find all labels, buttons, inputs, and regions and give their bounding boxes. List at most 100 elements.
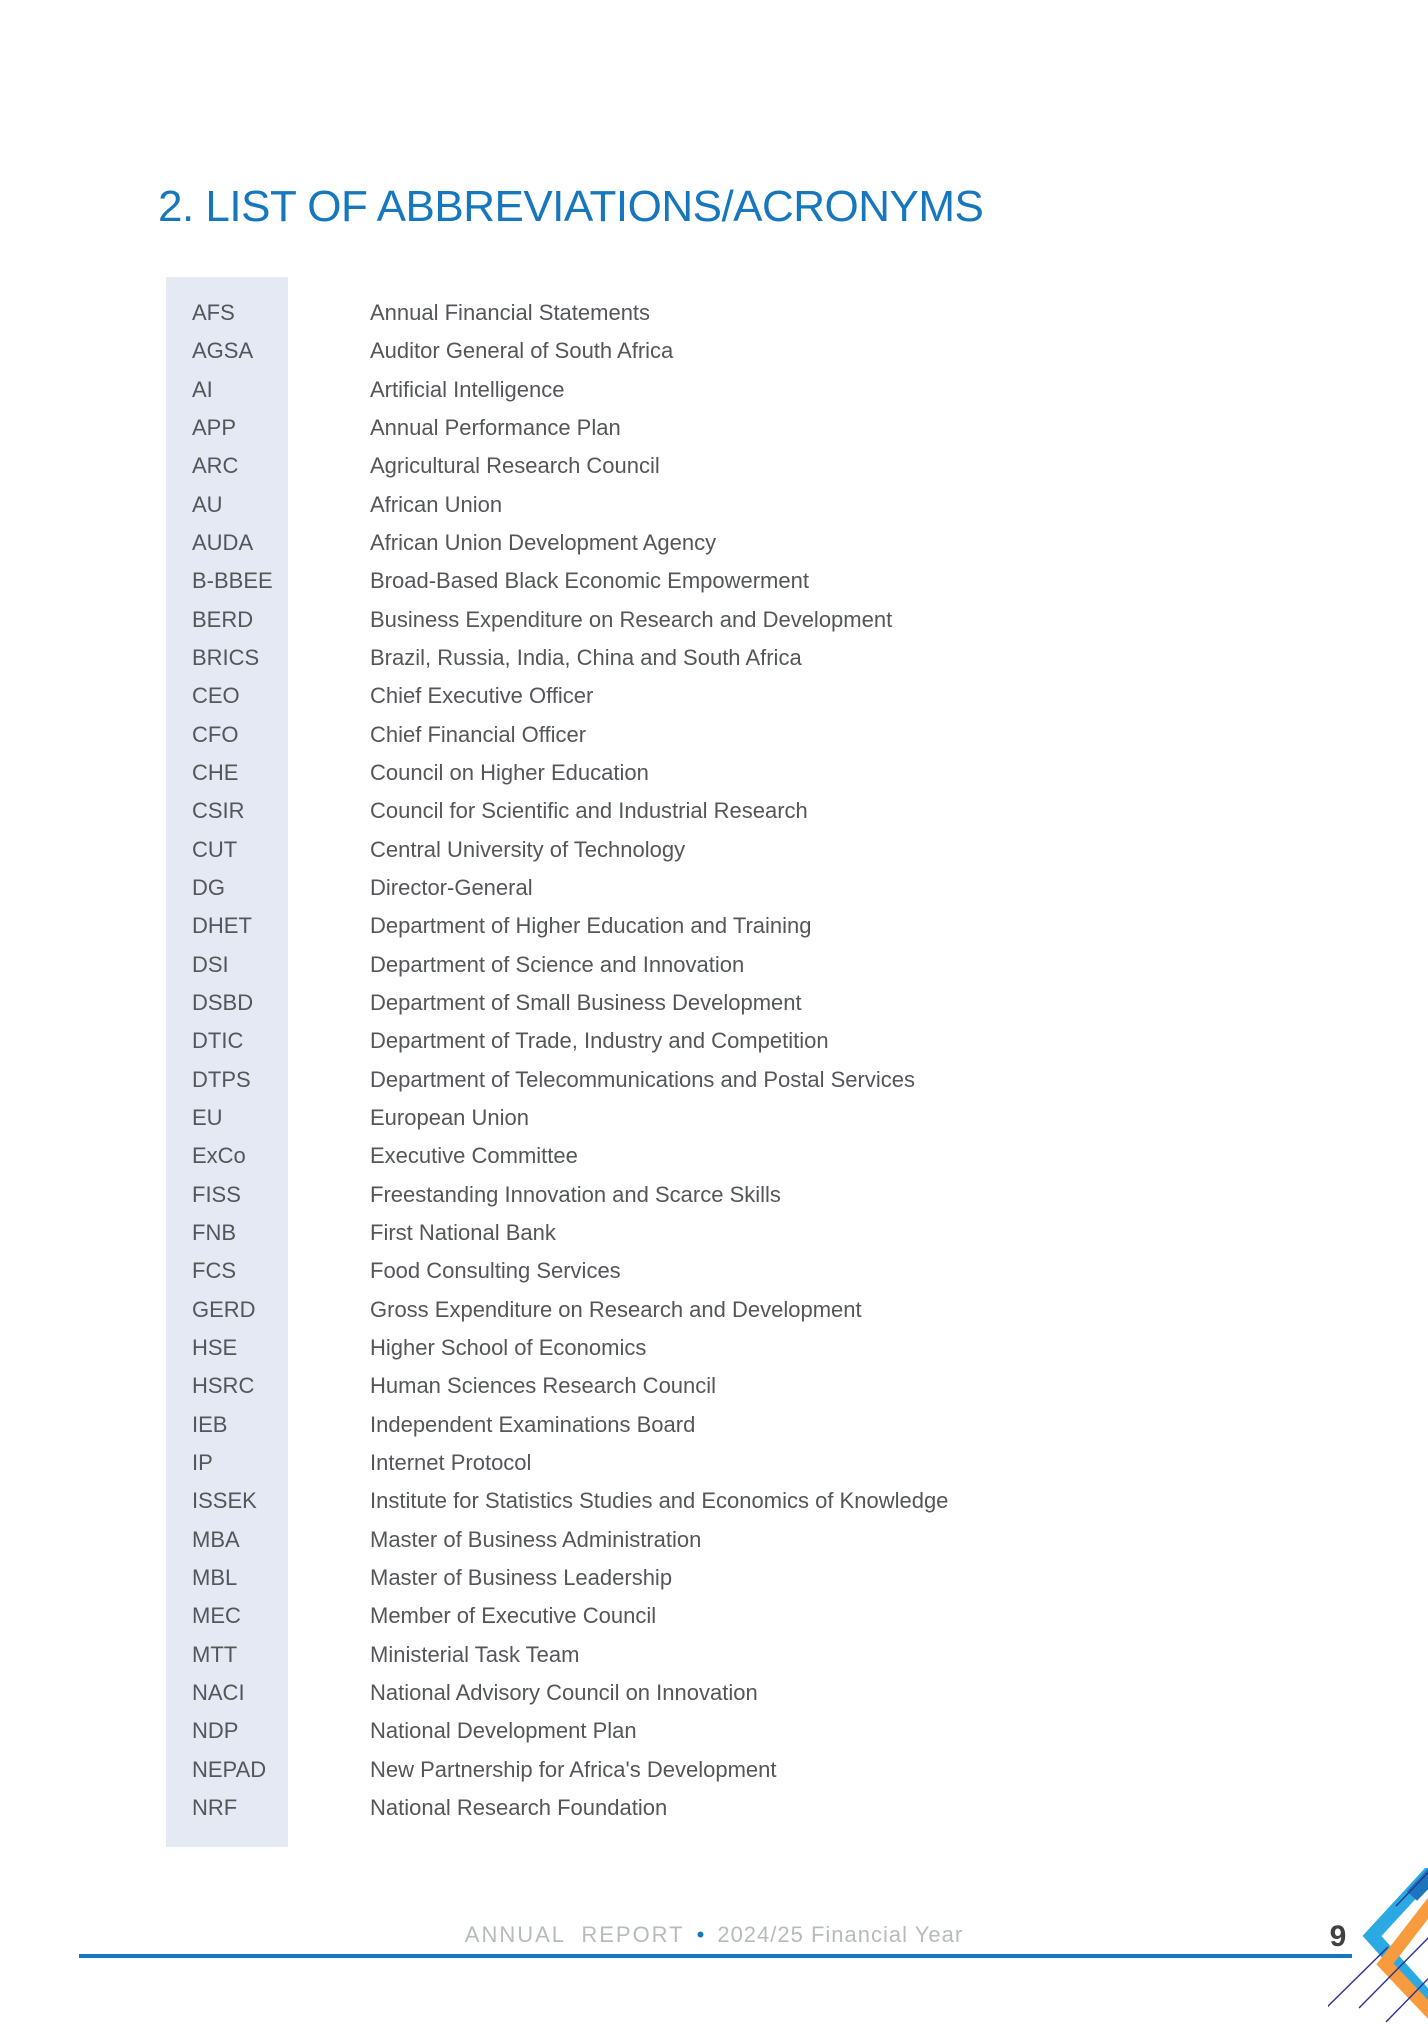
abbreviation-row: IEB Independent Examinations Board [166, 1406, 1166, 1444]
abbr-code: DTIC [192, 1028, 244, 1054]
footer-bullet-separator: • [696, 1922, 706, 1947]
abbr-code: ARC [192, 453, 239, 479]
abbreviation-row: MEC Member of Executive Council [166, 1597, 1166, 1635]
abbreviation-list: AFS Annual Financial Statements AGSA Aud… [166, 294, 1166, 1827]
abbreviation-row: EU European Union [166, 1099, 1166, 1137]
abbr-code: MBL [192, 1564, 238, 1590]
abbr-meaning: Master of Business Leadership [370, 1564, 673, 1590]
abbr-code: FCS [192, 1258, 236, 1284]
abbr-code: DHET [192, 913, 252, 939]
page-title: 2. LIST OF ABBREVIATIONS/ACRONYMS [158, 182, 984, 231]
abbr-meaning: Council on Higher Education [370, 760, 649, 786]
abbr-meaning: Central University of Technology [370, 836, 686, 862]
abbr-code: CFO [192, 721, 239, 747]
abbr-meaning: Ministerial Task Team [370, 1641, 580, 1667]
abbr-meaning: Gross Expenditure on Research and Develo… [370, 1296, 862, 1322]
abbreviation-row: CEO Chief Executive Officer [166, 677, 1166, 715]
abbr-meaning: European Union [370, 1105, 530, 1131]
abbreviation-row: AU African Union [166, 486, 1166, 524]
abbreviation-row: HSE Higher School of Economics [166, 1329, 1166, 1367]
abbr-meaning: African Union [370, 491, 503, 517]
abbr-meaning: African Union Development Agency [370, 530, 717, 556]
abbr-code: NACI [192, 1679, 245, 1705]
abbr-code: NEPAD [192, 1756, 267, 1782]
abbr-meaning: Food Consulting Services [370, 1258, 621, 1284]
abbr-code: FISS [192, 1181, 241, 1207]
abbreviation-row: ExCo Executive Committee [166, 1137, 1166, 1175]
abbreviation-section: AFS Annual Financial Statements AGSA Aud… [166, 277, 1166, 1847]
abbr-meaning: Business Expenditure on Research and Dev… [370, 606, 893, 632]
abbreviation-row: CFO Chief Financial Officer [166, 716, 1166, 754]
abbreviation-row: DSBD Department of Small Business Develo… [166, 984, 1166, 1022]
footer-report-label: ANNUAL REPORT [464, 1922, 685, 1947]
abbr-code: AI [192, 376, 213, 402]
abbr-meaning: Chief Executive Officer [370, 683, 594, 709]
abbr-meaning: Department of Telecommunications and Pos… [370, 1066, 915, 1092]
abbr-meaning: First National Bank [370, 1220, 556, 1246]
abbreviation-row: IP Internet Protocol [166, 1444, 1166, 1482]
abbr-code: NRF [192, 1794, 238, 1820]
abbr-code: ExCo [192, 1143, 246, 1169]
abbreviation-row: DHET Department of Higher Education and … [166, 907, 1166, 945]
abbreviation-row: NRF National Research Foundation [166, 1789, 1166, 1827]
abbreviation-row: MBL Master of Business Leadership [166, 1559, 1166, 1597]
abbr-code: HSE [192, 1335, 238, 1361]
abbr-meaning: Institute for Statistics Studies and Eco… [370, 1488, 949, 1514]
abbr-code: ISSEK [192, 1488, 257, 1514]
footer: ANNUAL REPORT • 2024/25 Financial Year [0, 1922, 1428, 1948]
abbr-meaning: National Research Foundation [370, 1794, 668, 1820]
abbr-code: CHE [192, 760, 239, 786]
abbr-code: BERD [192, 606, 254, 632]
abbr-meaning: Department of Small Business Development [370, 990, 802, 1016]
abbr-code: CSIR [192, 798, 245, 824]
abbreviation-row: CUT Central University of Technology [166, 831, 1166, 869]
abbr-meaning: Executive Committee [370, 1143, 578, 1169]
abbr-meaning: Chief Financial Officer [370, 721, 587, 747]
abbr-meaning: Brazil, Russia, India, China and South A… [370, 645, 802, 671]
abbr-code: BRICS [192, 645, 260, 671]
abbreviation-row: DSI Department of Science and Innovation [166, 946, 1166, 984]
abbr-meaning: Department of Higher Education and Train… [370, 913, 812, 939]
abbreviation-row: AFS Annual Financial Statements [166, 294, 1166, 332]
footer-year-label: 2024/25 Financial Year [717, 1922, 964, 1947]
abbreviation-row: MTT Ministerial Task Team [166, 1635, 1166, 1673]
abbreviation-row: CSIR Council for Scientific and Industri… [166, 792, 1166, 830]
abbreviation-row: HSRC Human Sciences Research Council [166, 1367, 1166, 1405]
abbr-meaning: Higher School of Economics [370, 1335, 647, 1361]
abbr-code: HSRC [192, 1373, 255, 1399]
abbreviation-row: APP Annual Performance Plan [166, 409, 1166, 447]
abbr-meaning: Annual Performance Plan [370, 415, 621, 441]
abbr-code: B-BBEE [192, 568, 273, 594]
abbr-code: APP [192, 415, 237, 441]
abbreviation-row: CHE Council on Higher Education [166, 754, 1166, 792]
page-number: 9 [1329, 1920, 1347, 1953]
abbreviation-row: MBA Master of Business Administration [166, 1521, 1166, 1559]
abbreviation-row: BRICS Brazil, Russia, India, China and S… [166, 639, 1166, 677]
abbreviation-row: GERD Gross Expenditure on Research and D… [166, 1291, 1166, 1329]
abbr-code: AFS [192, 300, 235, 326]
abbr-meaning: Artificial Intelligence [370, 376, 565, 402]
abbr-code: AUDA [192, 530, 254, 556]
abbr-code: MEC [192, 1603, 241, 1629]
abbr-code: FNB [192, 1220, 236, 1246]
abbreviation-row: AUDA African Union Development Agency [166, 524, 1166, 562]
abbr-code: IP [192, 1450, 213, 1475]
footer-rule [79, 1954, 1352, 1958]
abbr-code: AGSA [192, 338, 254, 364]
abbr-meaning: National Development Plan [370, 1718, 637, 1744]
abbr-meaning: Agricultural Research Council [370, 453, 660, 479]
abbr-meaning: Human Sciences Research Council [370, 1373, 717, 1399]
abbr-meaning: Department of Science and Innovation [370, 951, 745, 977]
abbreviation-row: FISS Freestanding Innovation and Scarce … [166, 1176, 1166, 1214]
abbreviation-row: AGSA Auditor General of South Africa [166, 332, 1166, 370]
abbreviation-row: DG Director-General [166, 869, 1166, 907]
abbreviation-row: DTIC Department of Trade, Industry and C… [166, 1022, 1166, 1060]
abbr-meaning: Department of Trade, Industry and Compet… [370, 1028, 829, 1054]
abbr-code: AU [192, 491, 223, 517]
abbreviation-row: DTPS Department of Telecommunications an… [166, 1061, 1166, 1099]
abbr-code: DTPS [192, 1066, 251, 1092]
abbr-code: DSBD [192, 990, 254, 1016]
abbr-meaning: Freestanding Innovation and Scarce Skill… [370, 1181, 781, 1207]
abbr-meaning: Internet Protocol [370, 1450, 532, 1475]
